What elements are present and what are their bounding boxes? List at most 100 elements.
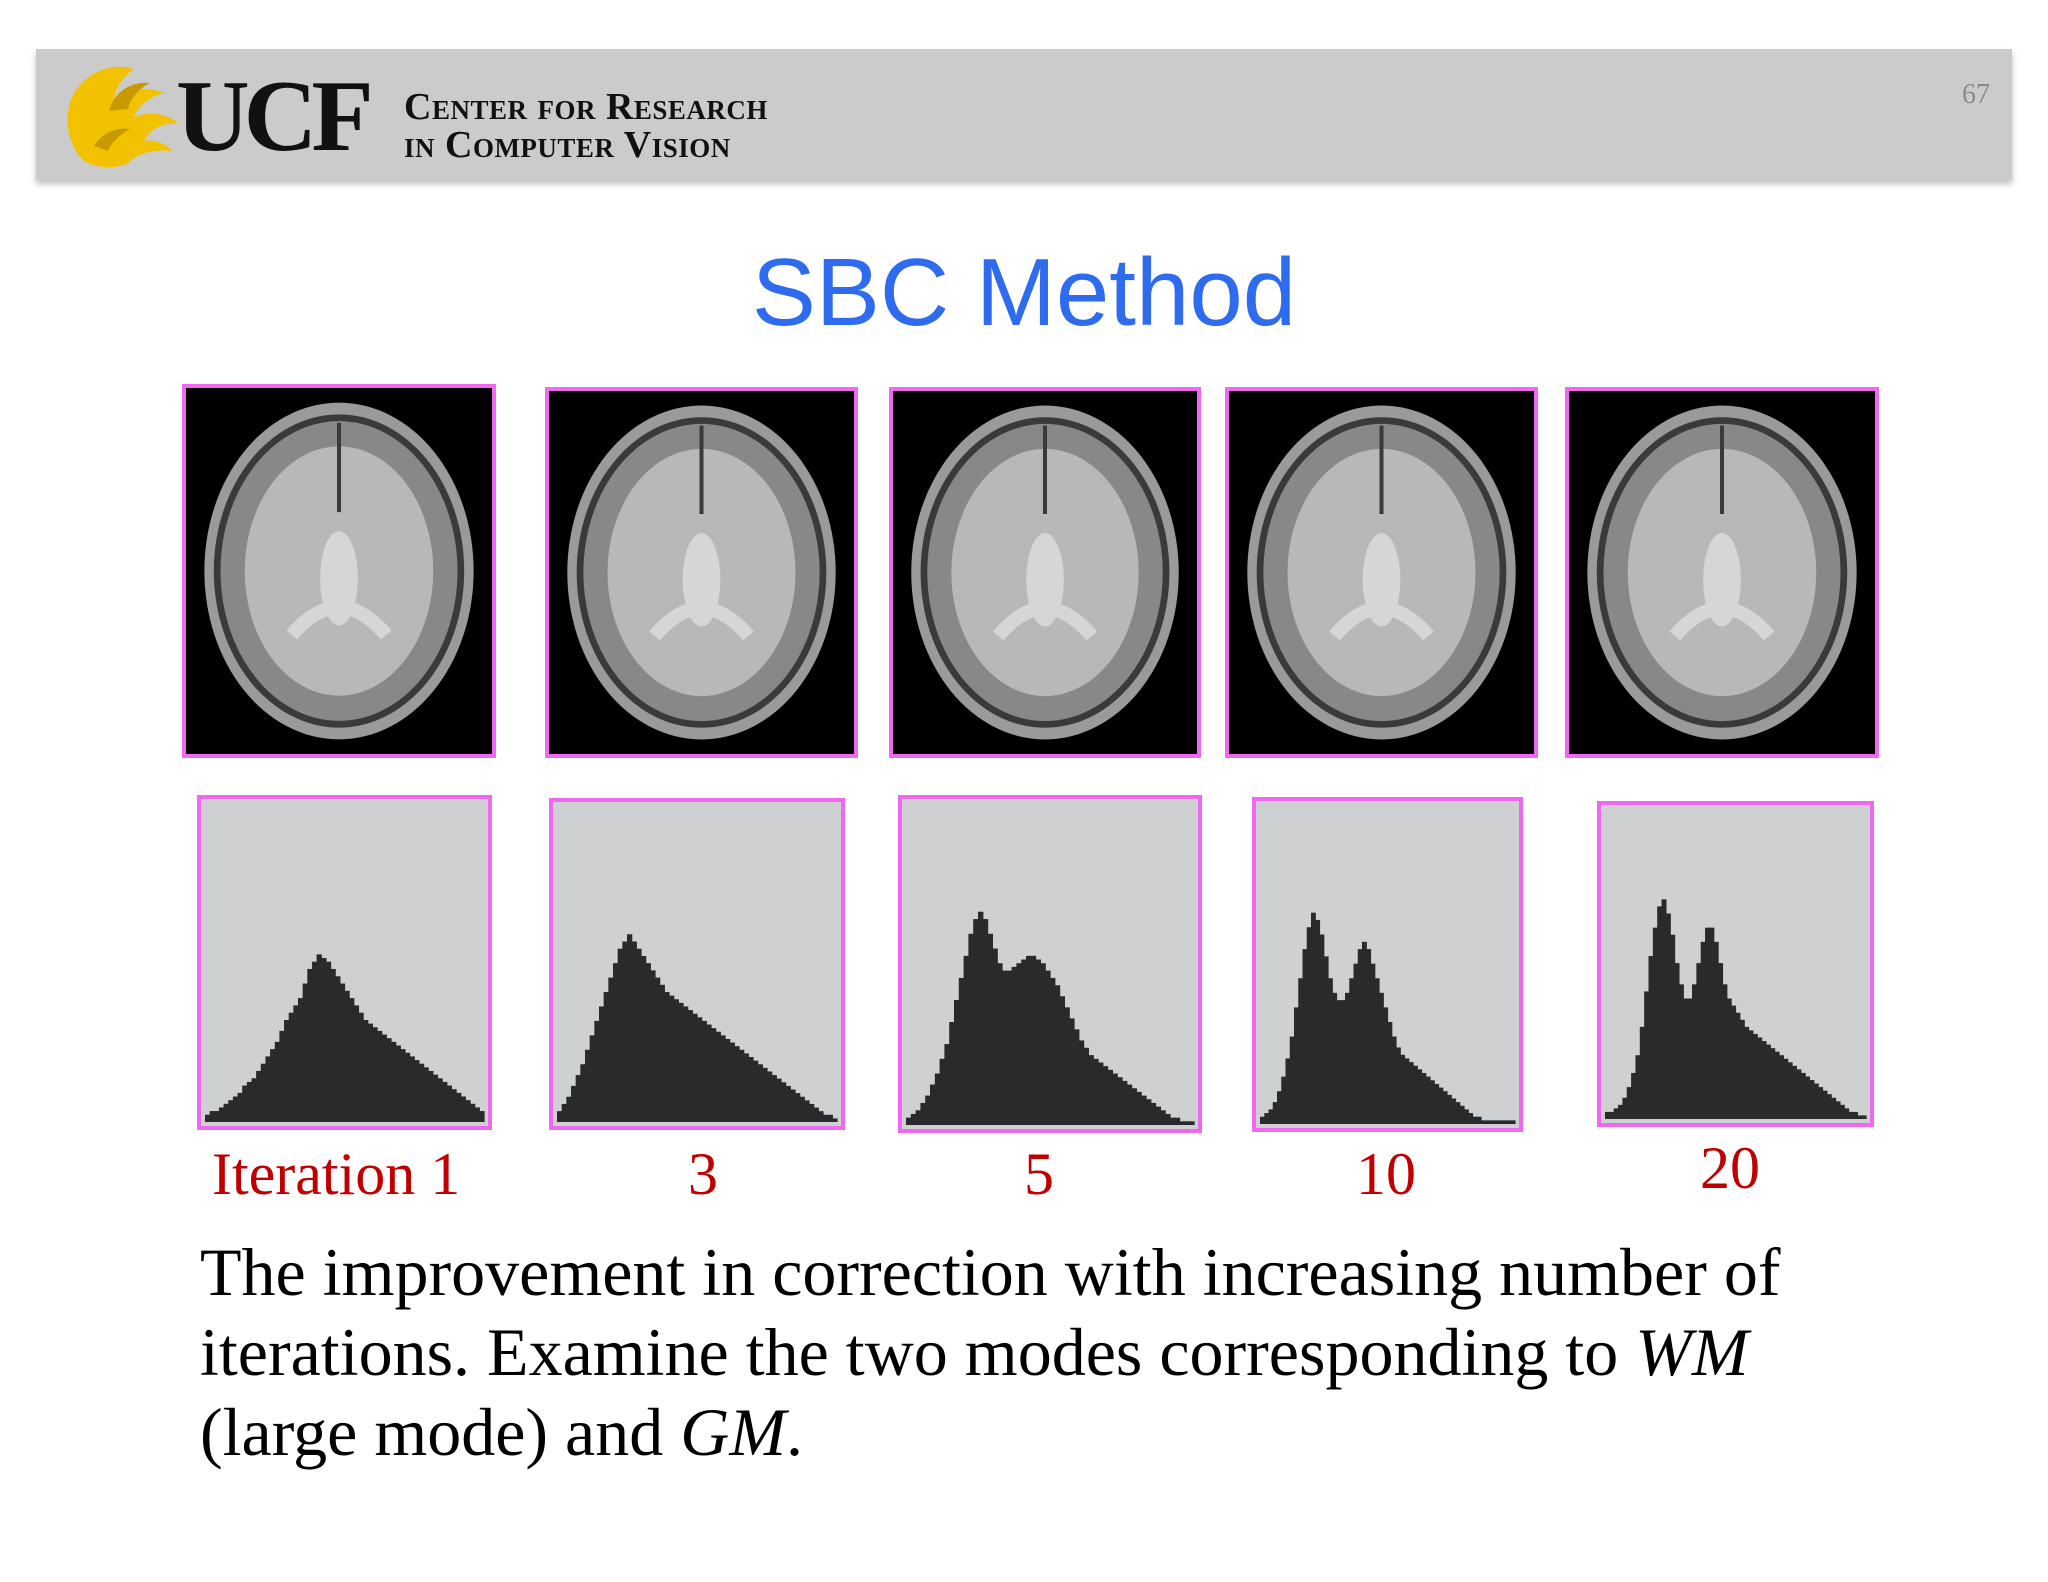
histogram-5-bar-4 bbox=[1622, 1097, 1628, 1119]
histogram-3-bar-52 bbox=[1155, 1106, 1161, 1125]
histogram-4-bar-54 bbox=[1489, 1120, 1495, 1124]
histogram-3-bar-31 bbox=[1054, 985, 1061, 1125]
brain-image-4 bbox=[1225, 387, 1538, 758]
histogram-3-bar-12 bbox=[963, 955, 969, 1125]
histogram-5-bar-42 bbox=[1787, 1062, 1793, 1119]
histogram-4-bar-48 bbox=[1464, 1109, 1469, 1124]
histogram-1-bar-17 bbox=[284, 1019, 290, 1122]
histogram-1-bar-1 bbox=[209, 1111, 215, 1122]
histogram-4-bar-1 bbox=[1264, 1113, 1270, 1124]
histogram-4-bar-19 bbox=[1340, 1000, 1346, 1124]
histogram-3-bar-41 bbox=[1102, 1066, 1109, 1125]
histogram-2-bar-30 bbox=[697, 1017, 703, 1122]
histogram-2-bar-55 bbox=[813, 1107, 819, 1122]
histogram-5-bar-25 bbox=[1713, 941, 1719, 1119]
histogram-1-bar-7 bbox=[237, 1092, 243, 1122]
caption-part2: (large mode) and bbox=[200, 1394, 681, 1470]
histogram-3-bar-42 bbox=[1107, 1069, 1113, 1125]
histogram-1-bar-29 bbox=[339, 983, 346, 1122]
histogram-2-bar-14 bbox=[622, 941, 628, 1122]
histogram-2-bar-12 bbox=[613, 963, 619, 1122]
histogram-3-bar-7 bbox=[939, 1058, 945, 1125]
histogram-1-bar-28 bbox=[335, 976, 341, 1122]
histogram-3-bar-9 bbox=[949, 1022, 955, 1125]
histogram-2-bar-40 bbox=[743, 1053, 749, 1122]
histogram-3-bar-11 bbox=[958, 977, 965, 1125]
histogram-4-bar-25 bbox=[1366, 949, 1372, 1124]
histogram-1-bar-34 bbox=[363, 1019, 369, 1122]
histogram-2-bar-7 bbox=[589, 1035, 595, 1122]
histogram-5-bar-39 bbox=[1774, 1051, 1780, 1119]
ucf-logo-text: UCF bbox=[176, 60, 374, 173]
histogram-5-bar-58 bbox=[1857, 1115, 1863, 1119]
histogram-4-bar-30 bbox=[1387, 1021, 1393, 1124]
histogram-1-bar-3 bbox=[218, 1107, 225, 1122]
histogram-4-bar-16 bbox=[1328, 978, 1333, 1124]
histogram-5-bar-35 bbox=[1757, 1037, 1763, 1119]
histogram-4-bar-56 bbox=[1498, 1120, 1503, 1124]
histogram-1-bar-13 bbox=[265, 1056, 271, 1122]
center-name-line1: Center for Research bbox=[404, 86, 768, 128]
histogram-2-bar-41 bbox=[748, 1057, 754, 1122]
histogram-5-bar-48 bbox=[1813, 1083, 1819, 1119]
histogram-4-bar-5 bbox=[1281, 1076, 1287, 1124]
histogram-4-bar-14 bbox=[1319, 934, 1325, 1124]
histogram-4-bar-35 bbox=[1408, 1062, 1414, 1124]
histogram-1-bar-10 bbox=[251, 1078, 257, 1122]
histogram-5-bar-12 bbox=[1657, 906, 1663, 1119]
histogram-2-bar-38 bbox=[734, 1046, 740, 1122]
histogram-5-bar-6 bbox=[1631, 1072, 1637, 1119]
histogram-4-bar-22 bbox=[1353, 963, 1359, 1124]
histogram-5-bar-24 bbox=[1709, 927, 1715, 1119]
histogram-4-bar-47 bbox=[1459, 1105, 1465, 1124]
slide-number: 67 bbox=[1962, 79, 1990, 110]
histogram-5-bar-47 bbox=[1809, 1080, 1815, 1119]
histogram-5-bar-41 bbox=[1783, 1058, 1789, 1119]
histogram-2-bar-23 bbox=[664, 992, 670, 1122]
histogram-2-bar-47 bbox=[776, 1078, 782, 1122]
histogram-3-bar-22 bbox=[1011, 966, 1017, 1125]
histogram-4-bar-55 bbox=[1493, 1120, 1499, 1124]
histogram-2-bar-6 bbox=[585, 1049, 591, 1122]
histogram-4-bar-53 bbox=[1485, 1120, 1491, 1124]
center-name-line2: in Computer Vision bbox=[404, 124, 731, 166]
histogram-2-bar-46 bbox=[771, 1075, 777, 1122]
histogram-1-bar-4 bbox=[223, 1103, 229, 1122]
histogram-4-bar-7 bbox=[1289, 1036, 1295, 1124]
histogram-5-bar-11 bbox=[1652, 927, 1658, 1119]
caption-part1: The improvement in correction with incre… bbox=[200, 1234, 1781, 1390]
histogram-1-bar-5 bbox=[228, 1100, 234, 1122]
histogram-2-bar-33 bbox=[711, 1028, 717, 1122]
histogram-3-bar-47 bbox=[1131, 1088, 1137, 1125]
iteration-label-20: 20 bbox=[1700, 1135, 1760, 1201]
histogram-4-bar-20 bbox=[1345, 992, 1350, 1124]
histogram-2-bar-25 bbox=[673, 999, 679, 1122]
histogram-5-bar-29 bbox=[1731, 1005, 1737, 1119]
histogram-2-plot bbox=[557, 934, 838, 1122]
histogram-4-bar-38 bbox=[1421, 1072, 1427, 1124]
histogram-3-bar-5 bbox=[930, 1084, 936, 1125]
histogram-3-bar-43 bbox=[1112, 1073, 1118, 1125]
histogram-4-bar-44 bbox=[1447, 1094, 1452, 1124]
slide-title: SBC Method bbox=[751, 239, 1297, 346]
histogram-3-bar-13 bbox=[968, 933, 974, 1125]
histogram-1-bar-43 bbox=[404, 1052, 411, 1122]
brain-slice-5 bbox=[1587, 405, 1857, 740]
histogram-4-bar-32 bbox=[1396, 1047, 1401, 1124]
histogram-2-bar-43 bbox=[757, 1064, 763, 1122]
histogram-3-bar-58 bbox=[1184, 1121, 1190, 1125]
histogram-4-bar-39 bbox=[1425, 1076, 1431, 1124]
histogram-5-bar-49 bbox=[1818, 1087, 1824, 1119]
histogram-4-bar-41 bbox=[1434, 1083, 1440, 1124]
histogram-1-bar-45 bbox=[414, 1060, 420, 1122]
histogram-5-bar-45 bbox=[1800, 1072, 1806, 1119]
histogram-5-bar-18 bbox=[1683, 998, 1689, 1119]
histogram-4-bar-42 bbox=[1438, 1087, 1444, 1124]
histogram-4-bar-37 bbox=[1417, 1069, 1423, 1124]
histogram-4-bar-8 bbox=[1294, 1007, 1299, 1124]
histogram-3-bar-21 bbox=[1006, 970, 1013, 1125]
histogram-3-bar-26 bbox=[1030, 955, 1037, 1125]
histogram-1-bar-54 bbox=[456, 1092, 462, 1122]
histogram-2-bar-28 bbox=[687, 1010, 693, 1122]
histogram-2-bar-0 bbox=[557, 1111, 563, 1122]
